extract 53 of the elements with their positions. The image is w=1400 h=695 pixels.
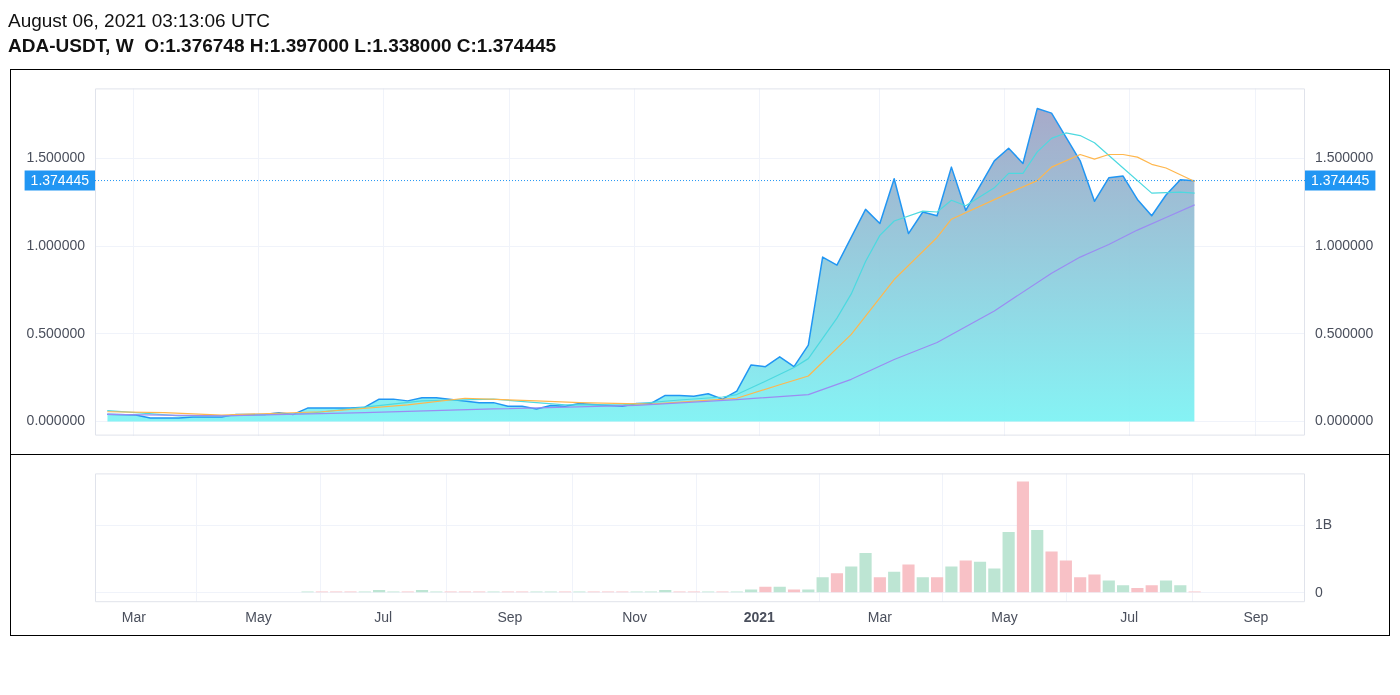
bar	[1117, 585, 1130, 593]
y-tick-label: 0.500000	[26, 324, 86, 341]
bar	[1145, 585, 1158, 593]
y2-tick-label: 0.000000	[1315, 412, 1374, 429]
bar	[973, 561, 987, 593]
bar	[945, 566, 958, 593]
x-tick-label: Sep	[1243, 609, 1269, 626]
bar	[845, 566, 858, 593]
y2-tick-label: 0	[1315, 583, 1323, 600]
bar	[787, 589, 801, 593]
x-tick-label: 2021	[743, 609, 776, 626]
bar	[745, 589, 758, 593]
text: 1.374445	[1311, 172, 1370, 189]
x-tick-label: May	[991, 609, 1018, 626]
bar	[816, 577, 829, 593]
bar	[830, 573, 844, 593]
x-tick-label: Sep	[497, 609, 523, 626]
bar	[1174, 585, 1187, 593]
y-tick-label: 1.000000	[26, 237, 86, 254]
y2-tick-label: 1B	[1315, 516, 1333, 533]
x-tick-label: May	[245, 609, 272, 626]
y-tick-label: 1.500000	[26, 149, 86, 166]
bar	[888, 571, 901, 593]
bar	[1031, 530, 1044, 593]
bar	[1016, 481, 1030, 593]
bar	[1131, 588, 1144, 593]
y2-tick-label: 0.500000	[1315, 324, 1374, 341]
bar	[931, 577, 944, 593]
bar	[1059, 560, 1072, 593]
bar	[1159, 580, 1173, 593]
bar	[902, 564, 915, 593]
ref-line-label: 1.374445	[30, 172, 90, 189]
y-tick-label: 0.000000	[26, 412, 86, 429]
bar	[1102, 580, 1115, 593]
x-tick-label: Mar	[867, 609, 893, 626]
x-tick-label: Mar	[121, 609, 147, 626]
y2-tick-label: 1.500000	[1315, 149, 1374, 166]
bar	[916, 577, 929, 593]
bar	[873, 577, 886, 593]
x-tick-label: Nov	[622, 609, 648, 626]
y2-tick-label: 1.000000	[1315, 237, 1374, 254]
bar	[802, 589, 815, 593]
chart-subtitle: ADA-USDT, W O:1.376748 H:1.397000 L:1.338000 C:1.374445	[8, 34, 558, 58]
bar	[1045, 551, 1058, 593]
x-tick-label: Jul	[1120, 609, 1139, 626]
x-tick-label: Jul	[374, 609, 393, 626]
bar	[959, 560, 972, 593]
chart-title: August 06, 2021 03:13:06 UTC	[8, 9, 271, 33]
bar	[1074, 577, 1087, 593]
bar	[1088, 574, 1101, 593]
bar	[988, 568, 1001, 593]
bar	[859, 552, 872, 593]
bar	[1002, 532, 1015, 593]
